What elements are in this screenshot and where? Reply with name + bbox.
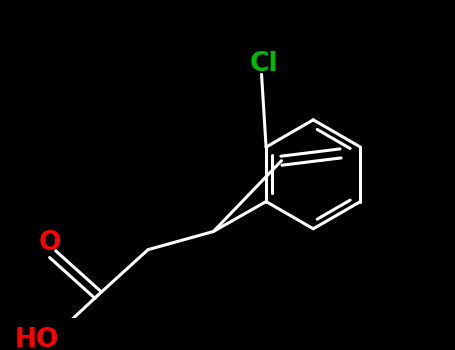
Text: O: O [39, 230, 61, 256]
Text: Cl: Cl [250, 51, 278, 77]
Text: HO: HO [15, 328, 60, 350]
